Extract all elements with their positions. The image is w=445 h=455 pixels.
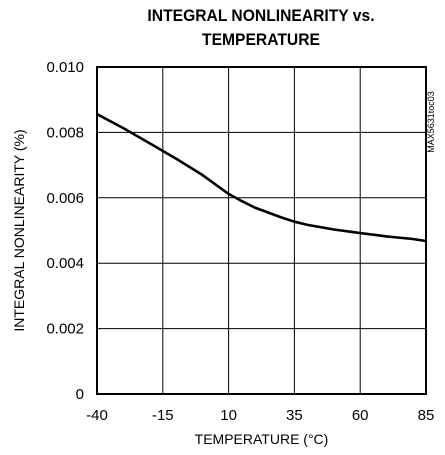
y-tick-label: 0.010 [46,59,84,76]
y-tick-labels: 0 0.002 0.004 0.006 0.008 0.010 [46,59,84,403]
y-tick-label: 0.006 [46,190,84,207]
x-tick-label: 35 [286,407,303,424]
series-line [96,112,427,243]
y-tick-label: 0 [76,386,84,403]
series-group [96,112,427,243]
x-tick-label: -40 [86,407,108,424]
plot-frame [96,66,427,395]
grid-lines [96,66,427,395]
x-tick-label: -15 [152,407,174,424]
figure-code-label: MAX5631toc03 [426,91,436,153]
chart-title-line-2: TEMPERATURE [202,30,320,49]
x-axis-label: TEMPERATURE (°C) [195,431,329,447]
chart-title-line-1: INTEGRAL NONLINEARITY vs. [147,6,375,25]
x-tick-label: 10 [220,407,237,424]
x-tick-label: 85 [418,407,435,424]
x-tick-labels: -40 -15 10 35 60 85 [86,407,434,424]
y-tick-label: 0.004 [46,255,84,272]
y-tick-label: 0.002 [46,321,84,338]
y-tick-label: 0.008 [46,124,84,141]
x-tick-label: 60 [352,407,369,424]
y-axis-label: INTEGRAL NONLINEARITY (%) [11,129,27,331]
